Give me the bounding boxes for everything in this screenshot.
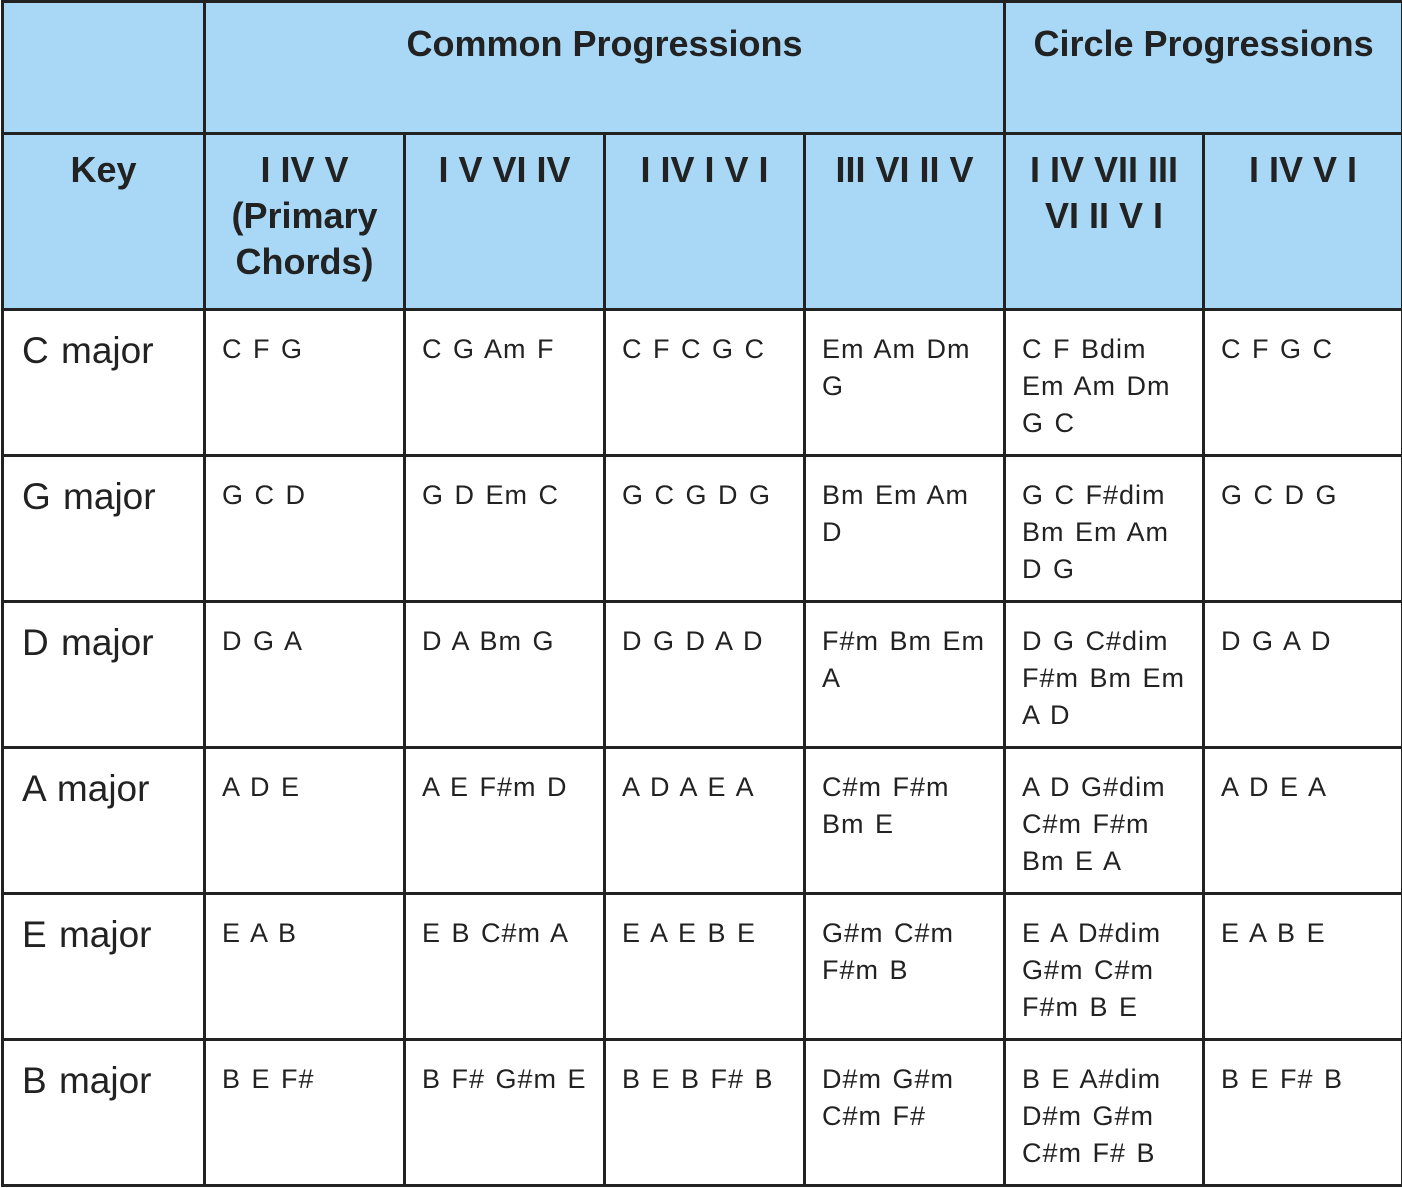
chord-cell: G C D G <box>1202 454 1402 603</box>
chord-cell: E A B <box>203 892 406 1041</box>
chord-cell: E A B E <box>1202 892 1402 1041</box>
key-cell: G major <box>1 454 206 603</box>
key-cell: D major <box>1 600 206 749</box>
group-header: Common Progressions <box>202 0 1007 135</box>
chord-cell: G C F#dim Bm Em Am D G <box>1003 454 1206 603</box>
chord-cell: B E F# <box>203 1038 406 1187</box>
chord-cell: D#m G#m C#m F# <box>802 1038 1007 1187</box>
group-row: Common Progressions Circle Progressions <box>1 0 1402 135</box>
chord-cell: C G Am F <box>403 308 606 457</box>
key-cell: A major <box>1 746 206 895</box>
chord-cell: A D G#dim C#m F#m Bm E A <box>1003 746 1206 895</box>
chord-cell: D A Bm G <box>403 600 606 749</box>
chord-cell: E B C#m A <box>403 892 606 1041</box>
column-header: I IV VII III VI II V I <box>1003 132 1206 311</box>
chord-cell: A D E A <box>1202 746 1402 895</box>
chord-cell: D G C#dim F#m Bm Em A D <box>1003 600 1206 749</box>
chord-cell: B E A#dim D#m G#m C#m F# B <box>1003 1038 1206 1187</box>
column-header: I IV V (Primary Chords) <box>203 132 406 311</box>
corner-cell <box>1 0 206 135</box>
chord-cell: E A D#dim G#m C#m F#m B E <box>1003 892 1206 1041</box>
chord-cell: Em Am Dm G <box>802 308 1007 457</box>
chord-cell: Bm Em Am D <box>802 454 1007 603</box>
chord-cell: F#m Bm Em A <box>802 600 1007 749</box>
chord-cell: B E B F# B <box>603 1038 806 1187</box>
chord-cell: D G D A D <box>603 600 806 749</box>
chord-cell: C F G C <box>1202 308 1402 457</box>
key-cell: C major <box>1 308 206 457</box>
chord-cell: C F Bdim Em Am Dm G C <box>1003 308 1206 457</box>
key-cell: B major <box>1 1038 206 1187</box>
chord-cell: A E F#m D <box>403 746 606 895</box>
chord-cell: D G A <box>203 600 406 749</box>
column-header: Key <box>1 132 206 311</box>
chord-cell: G#m C#m F#m B <box>802 892 1007 1041</box>
chord-cell: A D E <box>203 746 406 895</box>
key-cell: E major <box>1 892 206 1041</box>
column-header: I IV I V I <box>603 132 806 311</box>
chord-cell: D G A D <box>1202 600 1402 749</box>
chord-cell: C#m F#m Bm E <box>802 746 1007 895</box>
chord-cell: B F# G#m E <box>403 1038 606 1187</box>
column-header: I IV V I <box>1202 132 1402 311</box>
column-header: III VI II V <box>802 132 1007 311</box>
chord-cell: G C G D G <box>603 454 806 603</box>
chord-cell: G D Em C <box>403 454 606 603</box>
column-header: I V VI IV <box>403 132 606 311</box>
chord-cell: G C D <box>203 454 406 603</box>
chord-cell: B E F# B <box>1202 1038 1402 1187</box>
chord-cell: C F G <box>203 308 406 457</box>
header-row: Key I IV V (Primary Chords) I V VI IV I IV … <box>1 132 1402 311</box>
chord-cell: C F C G C <box>603 308 806 457</box>
chord-cell: A D A E A <box>603 746 806 895</box>
chord-cell: E A E B E <box>603 892 806 1041</box>
group-header: Circle Progressions <box>1003 0 1402 135</box>
